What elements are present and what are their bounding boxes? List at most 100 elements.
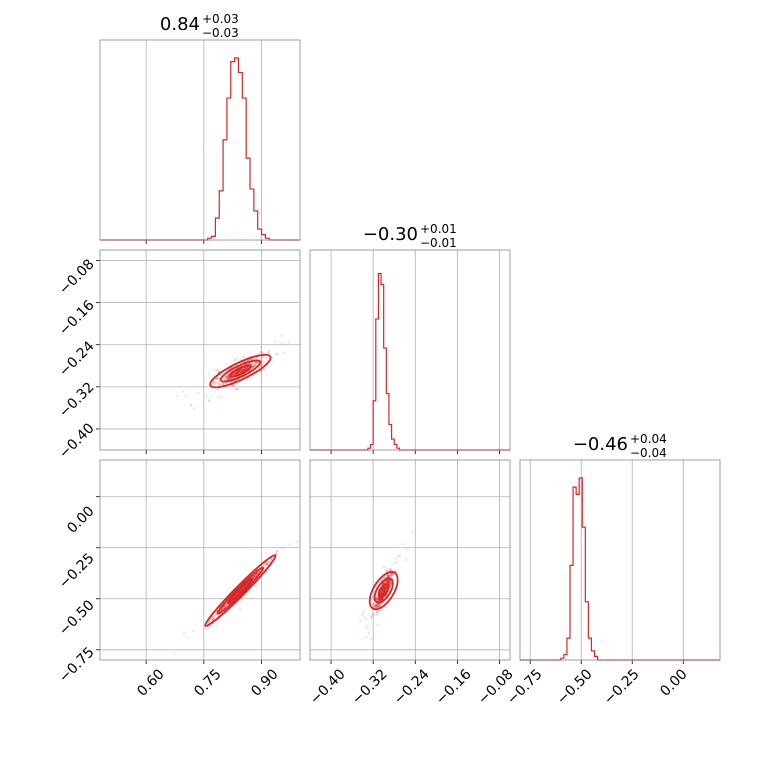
- scatter-p1-p2-point: [235, 356, 238, 360]
- scatter-p2-p3-point: [372, 603, 376, 607]
- scatter-p1-p2-point: [280, 342, 284, 346]
- scatter-p1-p3-point: [209, 609, 213, 613]
- scatter-p2-p3-point: [379, 592, 383, 596]
- scatter-p2-p3-point: [375, 605, 378, 608]
- panels: [96, 39, 721, 664]
- scatter-p1-p2-point: [242, 368, 246, 372]
- scatter-p2-p3-point: [377, 605, 381, 608]
- scatter-p2-p3-point: [379, 591, 383, 594]
- title-1-plus: +0.03: [202, 12, 239, 26]
- scatter-p1-p3-point: [252, 575, 255, 578]
- scatter-p2-p3-point: [382, 590, 386, 594]
- scatter-p1-p2-point: [242, 369, 245, 372]
- scatter-p1-p2-point: [216, 376, 220, 380]
- scatter-p1-p2-point: [175, 394, 179, 398]
- scatter-p2-p3-point: [380, 597, 384, 601]
- scatter-p1-p2-point: [253, 362, 256, 366]
- scatter-p1-p2-point: [219, 382, 222, 386]
- scatter-p1-p2-point: [238, 369, 241, 373]
- scatter-p1-p3-point: [255, 586, 259, 590]
- scatter-p2-p3-point: [379, 608, 383, 612]
- scatter-p2-p3-point: [410, 530, 414, 534]
- scatter-p2-p3-point: [382, 590, 386, 594]
- scatter-p1-p2-point: [282, 351, 286, 355]
- scatter-p2-p3-point: [384, 586, 387, 590]
- scatter-p1-p3: [96, 459, 309, 664]
- scatter-p1-p3-point: [264, 563, 267, 566]
- scatter-p1-p2-point: [237, 370, 241, 373]
- scatter-p1-p2-point: [244, 367, 247, 371]
- scatter-p2-p3-point: [364, 617, 368, 621]
- scatter-p1-p2-point: [216, 377, 219, 381]
- scatter-p2-p3-point: [387, 574, 390, 577]
- scatter-p2-p3-point: [378, 597, 382, 601]
- scatter-p2-p3-point: [388, 567, 392, 571]
- scatter-p2-p3-point: [379, 597, 383, 601]
- x-ticks-col-1: 0.60 0.75 0.90: [134, 666, 281, 699]
- scatter-p2-p3-point: [386, 575, 390, 579]
- scatter-p1-p2-point: [227, 377, 230, 380]
- scatter-p2-p3-point: [382, 591, 385, 595]
- scatter-p2-p3-point: [379, 593, 383, 597]
- scatter-p1-p2-point: [235, 372, 238, 376]
- scatter-p2-p3-point: [382, 586, 386, 590]
- scatter-p2-p3-point: [377, 603, 381, 607]
- scatter-p1-p3-point: [212, 616, 216, 619]
- scatter-p2-p3-point: [396, 562, 399, 565]
- scatter-p2-p3-point: [362, 614, 366, 618]
- scatter-p2-p3-point: [381, 589, 384, 592]
- xtick-2-1: −0.32: [349, 666, 391, 708]
- scatter-p2-p3-point: [390, 573, 394, 577]
- scatter-p2-p3-point: [398, 554, 402, 557]
- scatter-p2-p3-contour-1: [377, 583, 390, 599]
- scatter-p1-p2-point: [217, 383, 221, 386]
- scatter-p1-p2-point: [242, 369, 245, 372]
- scatter-p2-p3-point: [387, 575, 391, 578]
- scatter-p1-p3-points: [172, 538, 309, 655]
- scatter-p2-p3-point: [377, 597, 381, 601]
- scatter-p2-p3-border: [309, 459, 511, 661]
- scatter-p1-p2-point: [252, 365, 255, 369]
- scatter-p1-p3-point: [295, 540, 299, 544]
- title-1-minus: −0.03: [202, 26, 239, 40]
- scatter-p2-p3-point: [374, 603, 377, 606]
- hist-panel-2-bg: [310, 250, 510, 450]
- scatter-p2-p3-point: [382, 591, 386, 594]
- scatter-p2-p3-point: [389, 582, 393, 585]
- scatter-p2-p3-contour-2: [373, 577, 394, 604]
- xtick-2-3: −0.16: [433, 666, 475, 708]
- scatter-p1-p3-point: [208, 620, 211, 623]
- scatter-p2-p3-point: [381, 589, 384, 593]
- scatter-p1-p2-point: [253, 363, 256, 367]
- scatter-p1-p2-point: [226, 373, 230, 377]
- scatter-p2-p3-point: [360, 613, 364, 616]
- scatter-p2-p3-point: [380, 598, 384, 601]
- scatter-p1-p3-point: [214, 613, 218, 617]
- scatter-p2-p3-point: [377, 599, 381, 603]
- scatter-p1-p3-point: [288, 543, 292, 546]
- scatter-p2-p3-point: [388, 574, 392, 578]
- scatter-p1-p2-contour-3: [209, 353, 272, 389]
- scatter-p2-p3-point: [383, 588, 386, 591]
- scatter-p2-p3-point: [374, 605, 377, 609]
- scatter-p2-p3-point: [383, 575, 387, 579]
- scatter-p1-p2-point: [251, 364, 255, 368]
- hist-panel-3-step: [520, 477, 720, 661]
- scatter-p2-p3-point: [387, 579, 391, 583]
- scatter-p1-p2-point: [235, 371, 239, 375]
- scatter-p1-p2-point: [259, 350, 262, 354]
- scatter-p1-p2-point: [240, 369, 244, 373]
- title-1-median: 0.84: [160, 14, 200, 35]
- scatter-p2-p3-point: [379, 592, 383, 595]
- scatter-p1-p2-point: [215, 368, 218, 372]
- scatter-p1-p2-point: [240, 369, 243, 372]
- scatter-p1-p2: [96, 249, 301, 454]
- scatter-p1-p3-contour-2: [216, 566, 265, 615]
- scatter-p2-p3-point: [377, 603, 381, 607]
- scatter-p1-p3-point: [266, 560, 270, 563]
- scatter-p1-p3-point: [306, 538, 309, 541]
- ytick-2-0: −0.08: [56, 256, 98, 298]
- scatter-p2-p3-bg: [310, 460, 510, 660]
- scatter-p1-p3-point: [222, 605, 226, 608]
- scatter-p2-p3-point: [390, 573, 394, 576]
